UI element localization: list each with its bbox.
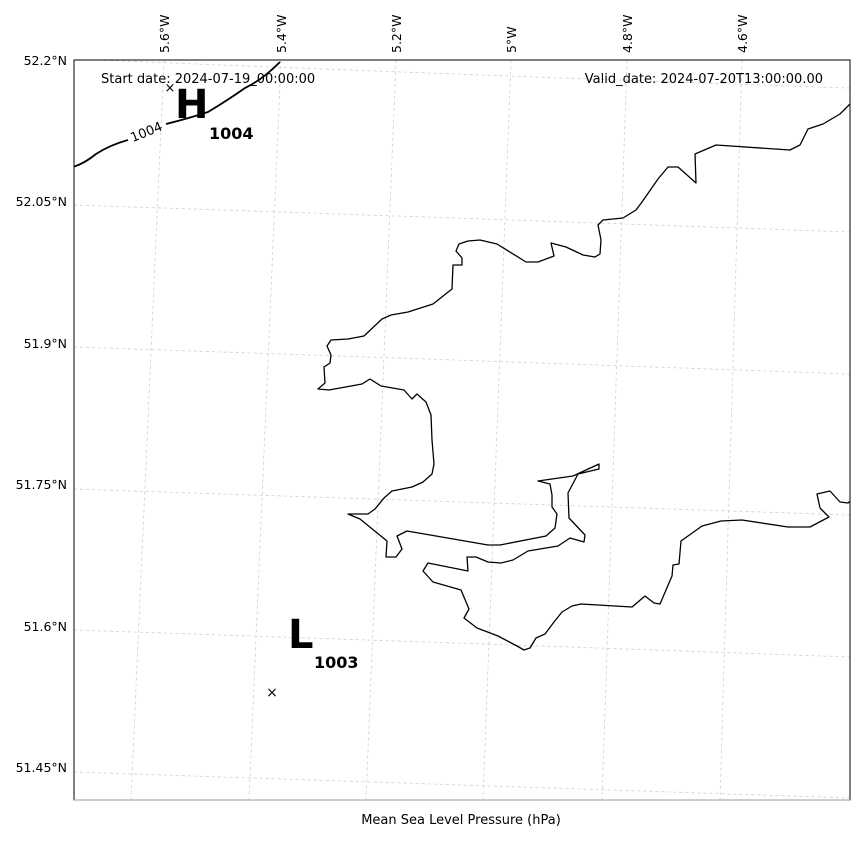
start-date-text: Start date: 2024-07-19_00:00:00 xyxy=(101,72,315,87)
lat-tick-label: 51.9°N xyxy=(24,336,67,351)
coastline xyxy=(317,103,850,651)
high-pressure-letter: H xyxy=(175,82,208,128)
lon-tick-label: 5.2°W xyxy=(389,15,404,54)
longitude-ticks: 5.6°W 5.4°W 5.2°W 5°W 4.8°W 4.6°W xyxy=(157,15,750,54)
lat-tick-label: 52.2°N xyxy=(24,53,67,68)
lon-tick-label: 4.8°W xyxy=(620,15,635,54)
lat-tick-label: 52.05°N xyxy=(16,194,67,209)
lat-tick-label: 51.45°N xyxy=(16,760,67,775)
lat-tick-label: 51.75°N xyxy=(16,477,67,492)
high-center-marker: × xyxy=(165,81,176,96)
isobar-label: 1004 xyxy=(129,120,165,146)
graticule xyxy=(74,60,850,800)
lat-tick-label: 51.6°N xyxy=(24,619,67,634)
map-area xyxy=(74,60,850,800)
low-pressure-center: L 1003 × xyxy=(266,612,358,701)
high-pressure-value: 1004 xyxy=(209,124,254,143)
low-pressure-value: 1003 xyxy=(314,653,359,672)
lon-tick-label: 5.6°W xyxy=(157,15,172,54)
map-frame xyxy=(73,59,851,801)
lon-tick-label: 5.4°W xyxy=(274,15,289,54)
low-center-marker: × xyxy=(266,685,278,701)
valid-date-text: Valid_date: 2024-07-20T13:00:00.00 xyxy=(585,72,823,87)
low-pressure-letter: L xyxy=(288,612,314,658)
latitude-ticks: 52.2°N 52.05°N 51.9°N 51.75°N 51.6°N 51.… xyxy=(16,53,67,775)
lon-tick-label: 5°W xyxy=(504,26,519,53)
lon-tick-label: 4.6°W xyxy=(735,15,750,54)
high-pressure-center: × H 1004 xyxy=(165,81,254,143)
map-xlabel: Mean Sea Level Pressure (hPa) xyxy=(361,813,561,828)
isobar-1004 xyxy=(74,61,281,168)
